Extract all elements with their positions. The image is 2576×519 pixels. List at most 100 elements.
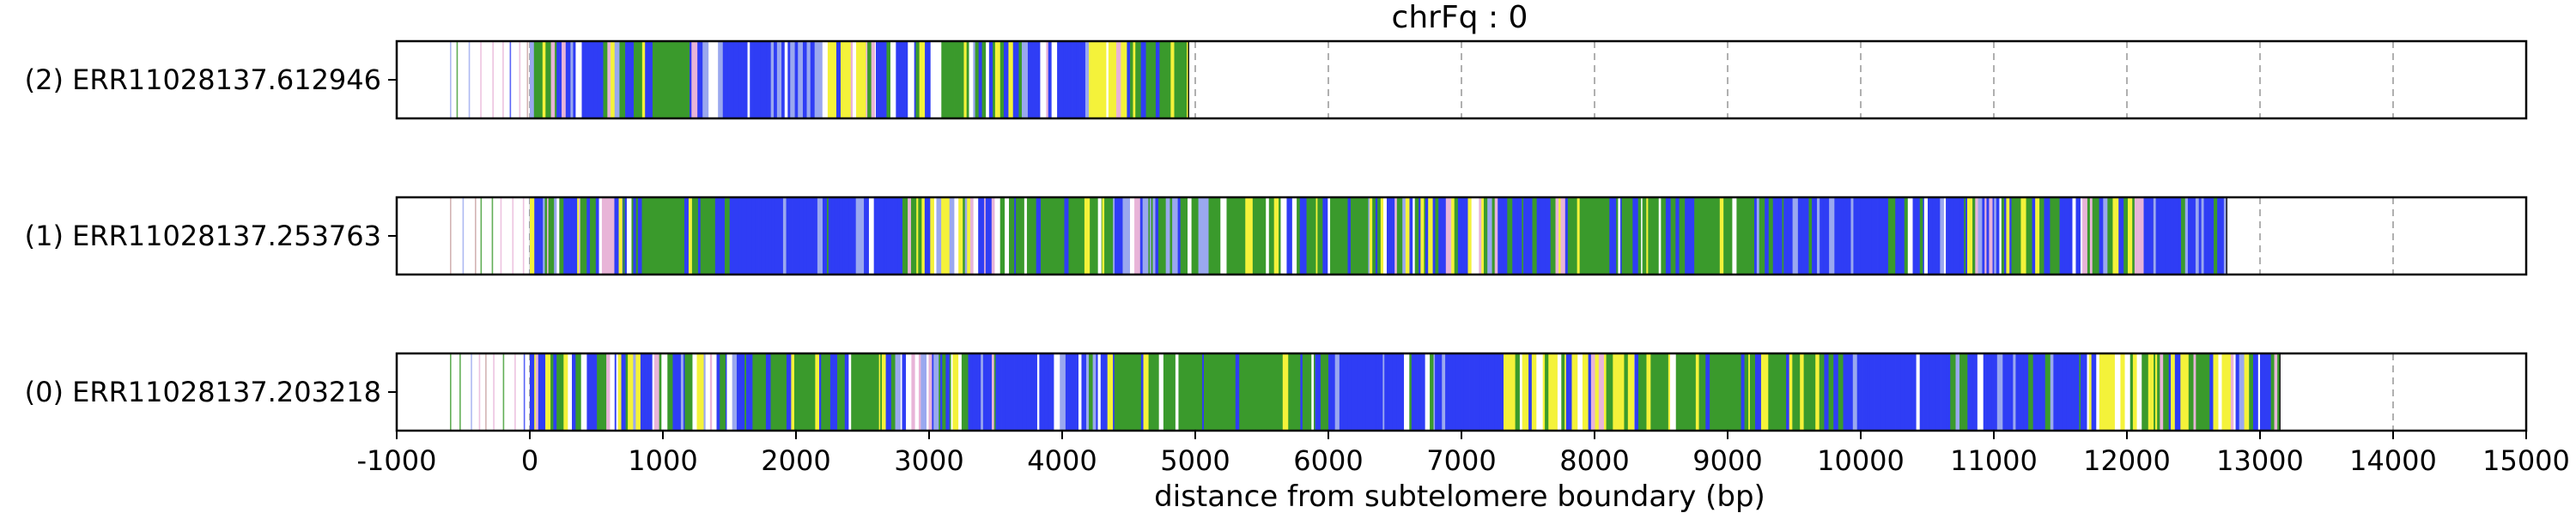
repeat-stripe <box>1955 353 1960 431</box>
repeat-stripe <box>634 41 641 118</box>
repeat-stripe <box>2249 353 2254 431</box>
repeat-stripe <box>1386 197 1389 275</box>
repeat-stripe <box>856 41 859 118</box>
repeat-stripe <box>1452 353 1457 431</box>
repeat-stripe <box>2230 353 2234 431</box>
repeat-stripe <box>1198 197 1201 275</box>
repeat-stripe <box>1747 197 1751 275</box>
repeat-mark <box>509 41 512 118</box>
repeat-stripe <box>2118 197 2124 275</box>
repeat-stripe <box>533 41 539 118</box>
repeat-stripe <box>830 41 834 118</box>
repeat-stripe <box>1061 197 1065 275</box>
repeat-stripe <box>1170 197 1173 275</box>
repeat-stripe <box>1532 197 1538 275</box>
repeat-stripe <box>1432 197 1436 275</box>
repeat-stripe <box>1170 41 1175 118</box>
repeat-stripe <box>681 41 688 118</box>
repeat-stripe <box>1823 197 1830 275</box>
repeat-stripe <box>2056 197 2060 275</box>
repeat-stripe <box>554 197 557 275</box>
repeat-stripe <box>1877 197 1880 275</box>
repeat-stripe <box>1113 41 1117 118</box>
repeat-stripe <box>1220 197 1224 275</box>
repeat-stripe <box>1347 353 1352 431</box>
repeat-stripe <box>2204 353 2210 431</box>
repeat-stripe <box>1322 197 1328 275</box>
repeat-stripe <box>1794 353 1801 431</box>
repeat-stripe <box>970 41 974 118</box>
repeat-stripe <box>762 353 767 431</box>
repeat-stripe <box>981 41 987 118</box>
repeat-stripe <box>1438 197 1441 275</box>
repeat-stripe <box>1420 197 1425 275</box>
repeat-stripe <box>1621 197 1628 275</box>
repeat-stripe <box>875 41 877 118</box>
repeat-mark <box>502 353 505 431</box>
repeat-stripe <box>1661 197 1667 275</box>
repeat-stripe <box>1613 353 1616 431</box>
repeat-stripe <box>1009 197 1015 275</box>
repeat-stripe <box>1203 353 1209 431</box>
repeat-stripe <box>1339 353 1344 431</box>
repeat-stripe <box>870 353 875 431</box>
repeat-stripe <box>2072 197 2076 275</box>
repeat-stripe <box>1595 353 1600 431</box>
repeat-stripe <box>1391 197 1395 275</box>
repeat-stripe <box>1700 197 1708 275</box>
repeat-stripe <box>1180 197 1184 275</box>
repeat-stripe <box>1048 197 1050 275</box>
repeat-stripe <box>1113 197 1115 275</box>
repeat-stripe <box>2214 197 2218 275</box>
repeat-stripe <box>914 41 916 118</box>
repeat-stripe <box>944 197 951 275</box>
repeat-stripe <box>899 41 905 118</box>
repeat-stripe <box>927 353 929 431</box>
repeat-stripe <box>716 353 720 431</box>
repeat-stripe <box>1624 353 1629 431</box>
repeat-stripe <box>1935 197 1941 275</box>
repeat-stripe <box>928 353 933 431</box>
repeat-stripe <box>1370 197 1373 275</box>
repeat-stripe <box>910 197 914 275</box>
repeat-stripe <box>985 197 993 275</box>
repeat-stripe <box>616 353 619 431</box>
repeat-stripe <box>2181 197 2186 275</box>
repeat-stripe <box>1100 353 1103 431</box>
repeat-stripe <box>1994 197 1997 275</box>
repeat-stripe <box>2020 197 2026 275</box>
repeat-stripe <box>745 353 752 431</box>
repeat-stripe <box>1026 353 1032 431</box>
repeat-stripe <box>1698 353 1703 431</box>
repeat-stripe <box>1634 353 1639 431</box>
repeat-stripe <box>1149 197 1152 275</box>
repeat-stripe <box>1218 197 1221 275</box>
repeat-mark <box>475 197 477 275</box>
repeat-stripe <box>1327 353 1329 431</box>
repeat-stripe <box>844 353 849 431</box>
repeat-stripe <box>746 197 753 275</box>
repeat-stripe <box>921 197 926 275</box>
repeat-stripe <box>1267 353 1271 431</box>
repeat-stripe <box>2038 353 2042 431</box>
repeat-stripe <box>2107 197 2113 275</box>
repeat-stripe <box>1299 197 1304 275</box>
repeat-stripe <box>1557 353 1562 431</box>
repeat-segments <box>530 353 2281 431</box>
repeat-stripe <box>2233 353 2236 431</box>
repeat-stripe <box>671 41 678 118</box>
repeat-stripe <box>628 353 634 431</box>
repeat-stripe <box>1115 197 1121 275</box>
repeat-stripe <box>1959 197 1962 275</box>
repeat-stripe <box>1117 353 1121 431</box>
repeat-stripe <box>1315 353 1321 431</box>
repeat-stripe <box>1722 353 1727 431</box>
repeat-stripe <box>623 197 625 275</box>
repeat-stripe <box>635 197 639 275</box>
repeat-stripe <box>556 353 562 431</box>
repeat-stripe <box>859 197 865 275</box>
repeat-mark <box>480 197 483 275</box>
repeat-mark <box>485 353 487 431</box>
repeat-stripe <box>848 353 852 431</box>
repeat-stripe <box>1339 197 1342 275</box>
